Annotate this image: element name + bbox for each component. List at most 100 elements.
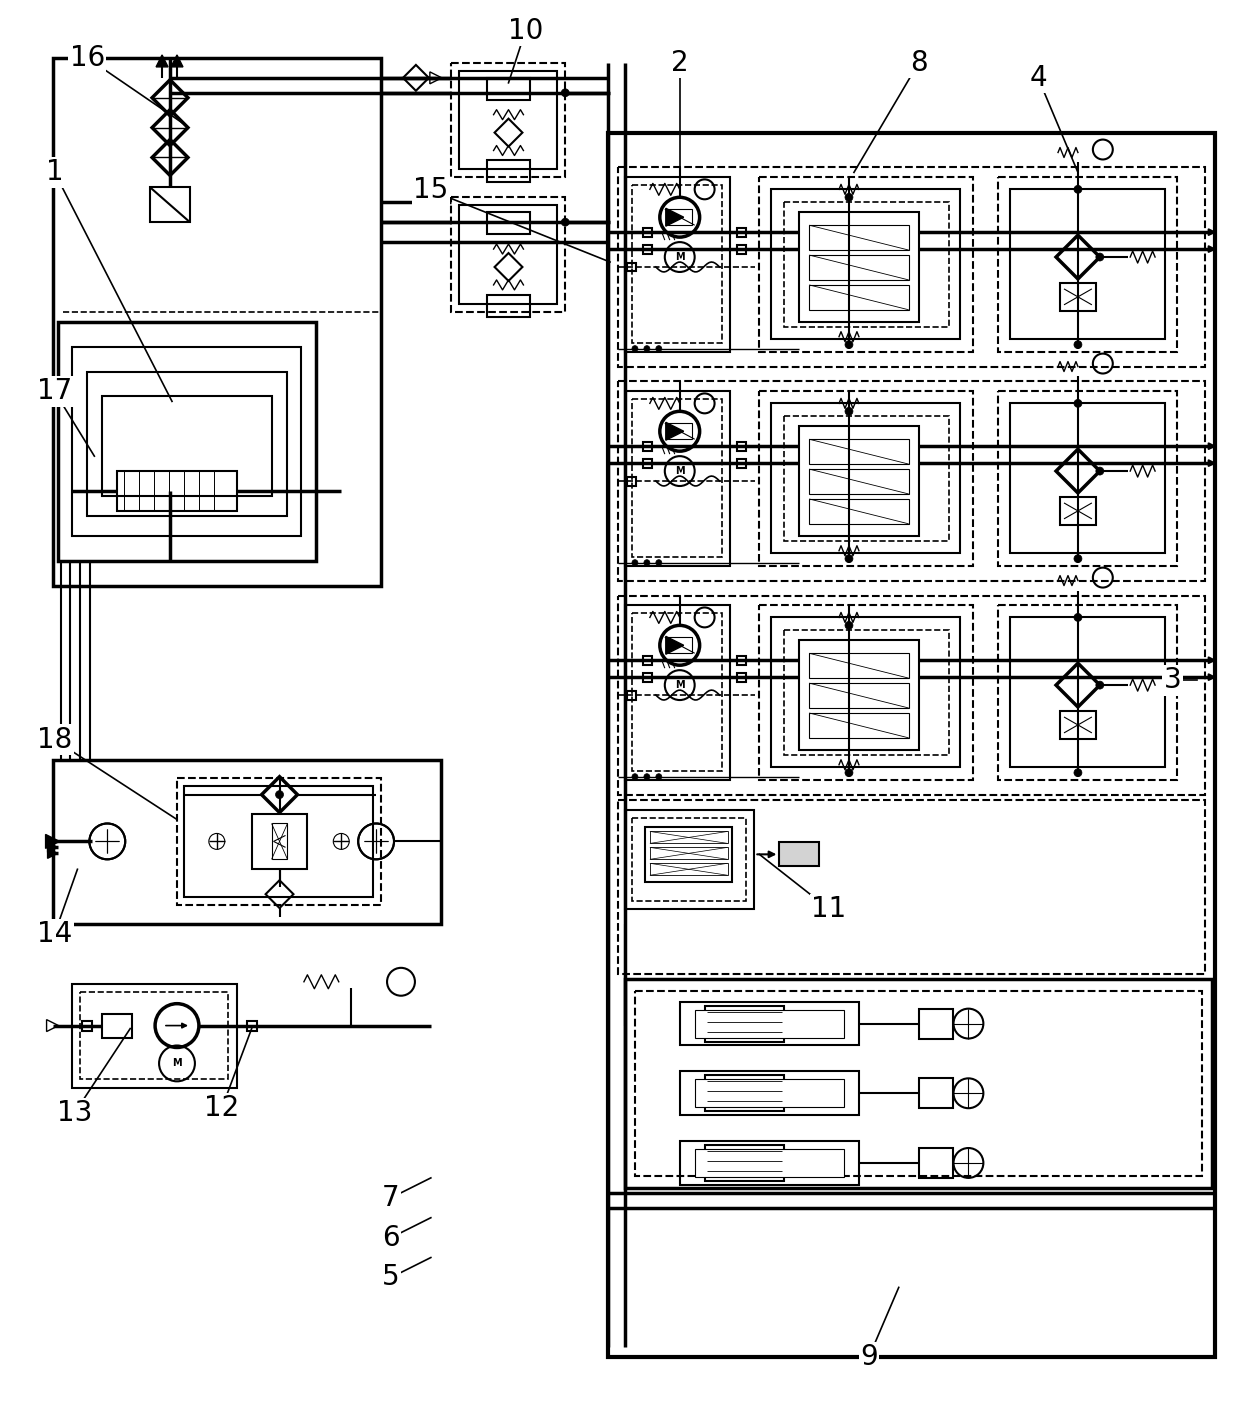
Bar	[644, 441, 652, 451]
Bar	[72, 346, 301, 536]
Circle shape	[275, 790, 284, 799]
Bar	[694, 1080, 844, 1107]
Bar	[150, 187, 190, 223]
Polygon shape	[156, 55, 169, 67]
Bar	[668, 209, 692, 226]
Circle shape	[1074, 341, 1083, 349]
Bar	[784, 416, 949, 541]
Bar	[87, 372, 286, 517]
Bar	[103, 396, 272, 497]
Circle shape	[1074, 399, 1083, 407]
Circle shape	[1096, 253, 1104, 261]
Circle shape	[1074, 613, 1083, 622]
Circle shape	[632, 559, 637, 566]
Circle shape	[844, 341, 853, 349]
Bar	[704, 1076, 784, 1111]
Bar	[919, 1148, 954, 1178]
Bar	[618, 799, 1205, 973]
Circle shape	[656, 773, 662, 779]
Bar	[627, 263, 636, 271]
Bar	[644, 458, 652, 468]
Bar	[650, 832, 728, 843]
Bar	[103, 1013, 133, 1037]
Circle shape	[1074, 769, 1083, 776]
Bar	[635, 990, 1203, 1176]
Bar	[52, 58, 381, 586]
Text: M: M	[172, 1059, 182, 1069]
Bar	[252, 813, 308, 870]
Text: 12: 12	[205, 1094, 239, 1122]
Bar	[680, 1002, 859, 1046]
Circle shape	[632, 773, 637, 779]
Text: M: M	[675, 465, 684, 475]
Polygon shape	[666, 423, 683, 440]
Bar	[486, 295, 531, 316]
Bar	[451, 62, 565, 177]
Circle shape	[1074, 186, 1083, 193]
Bar	[759, 177, 973, 352]
Bar	[771, 617, 961, 766]
Text: 6: 6	[382, 1223, 399, 1252]
Bar	[1011, 617, 1164, 766]
Bar	[998, 606, 1178, 779]
Bar	[81, 992, 228, 1080]
Bar	[644, 227, 652, 237]
Circle shape	[656, 346, 662, 352]
Bar	[919, 1078, 954, 1108]
Bar	[72, 983, 237, 1088]
Bar	[800, 426, 919, 536]
Bar	[919, 1009, 954, 1039]
Polygon shape	[47, 843, 57, 853]
Bar	[486, 78, 531, 99]
Bar	[618, 382, 1205, 580]
Bar	[810, 255, 909, 280]
Text: 4: 4	[1029, 64, 1047, 92]
Bar	[998, 177, 1178, 352]
Bar	[118, 471, 237, 511]
Bar	[810, 440, 909, 464]
Circle shape	[644, 559, 650, 566]
Circle shape	[644, 773, 650, 779]
Text: M: M	[675, 680, 684, 690]
Bar	[800, 640, 919, 749]
Bar	[1060, 282, 1096, 311]
Polygon shape	[666, 209, 683, 226]
Bar	[668, 637, 692, 653]
Text: 18: 18	[37, 727, 72, 753]
Bar	[632, 186, 722, 342]
Bar	[650, 863, 728, 876]
Bar	[632, 399, 722, 556]
Bar	[704, 1145, 784, 1181]
Bar	[998, 392, 1178, 566]
Circle shape	[844, 769, 853, 776]
Bar	[459, 71, 557, 169]
Circle shape	[632, 346, 637, 352]
Circle shape	[562, 219, 569, 226]
Bar	[759, 392, 973, 566]
Bar	[632, 613, 722, 771]
Text: 17: 17	[37, 377, 72, 406]
Bar	[784, 630, 949, 755]
Circle shape	[656, 559, 662, 566]
Bar	[737, 656, 746, 664]
Polygon shape	[666, 636, 683, 654]
Bar	[82, 1020, 92, 1030]
Text: 9: 9	[861, 1344, 878, 1371]
Bar	[680, 1141, 859, 1185]
Bar	[737, 673, 746, 681]
Text: 8: 8	[910, 48, 928, 77]
Bar	[737, 458, 746, 468]
Bar	[759, 606, 973, 779]
Bar	[694, 1010, 844, 1037]
Bar	[608, 132, 1215, 1357]
Polygon shape	[46, 834, 60, 849]
Bar	[1060, 711, 1096, 739]
Bar	[625, 392, 729, 566]
Bar	[645, 827, 733, 883]
Bar	[272, 823, 288, 860]
Bar	[810, 226, 909, 250]
Bar	[632, 817, 746, 901]
Bar	[52, 759, 440, 924]
Bar	[737, 441, 746, 451]
Bar	[618, 596, 1205, 795]
